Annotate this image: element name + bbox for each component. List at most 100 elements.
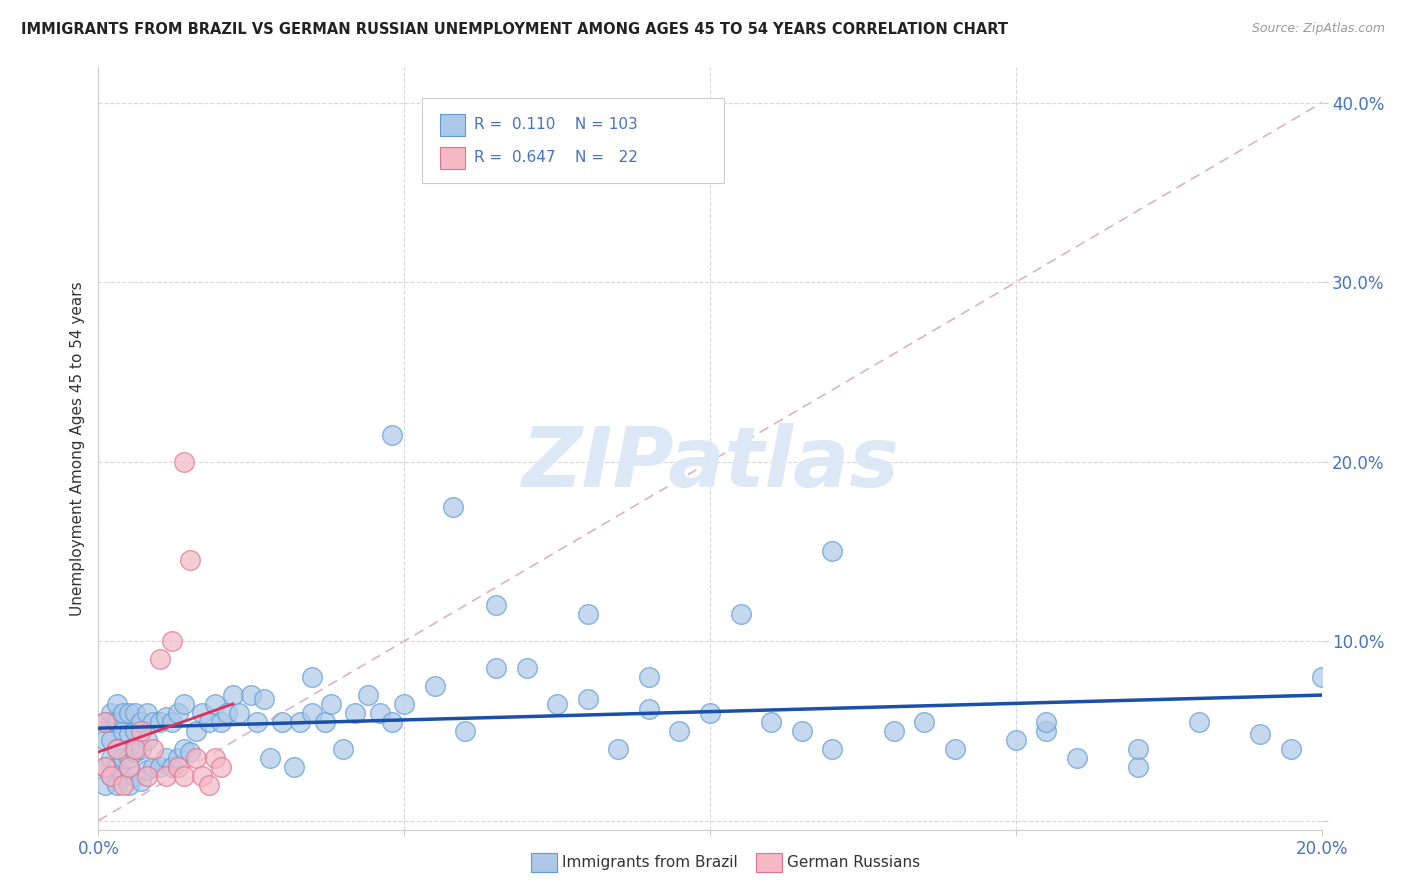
Point: [105, 697, 128, 711]
Point: [105, 741, 128, 756]
Point: [368, 706, 391, 720]
Point: [105, 741, 128, 756]
Point: [136, 706, 159, 720]
Point: [124, 745, 146, 759]
Point: [100, 751, 122, 765]
Point: [118, 706, 141, 720]
Point: [1279, 741, 1302, 756]
Point: [167, 706, 190, 720]
Point: [118, 760, 141, 774]
Point: [160, 634, 183, 648]
Point: [118, 778, 141, 792]
Point: [283, 760, 305, 774]
Text: Source: ZipAtlas.com: Source: ZipAtlas.com: [1251, 22, 1385, 36]
Point: [912, 714, 935, 729]
Point: [246, 714, 269, 729]
Point: [191, 769, 214, 783]
Point: [111, 723, 134, 738]
Point: [93, 714, 115, 729]
Point: [668, 723, 690, 738]
Point: [699, 706, 721, 720]
Point: [441, 500, 464, 514]
Point: [356, 688, 378, 702]
Point: [637, 702, 661, 716]
Point: [301, 706, 323, 720]
Point: [173, 741, 195, 756]
Point: [228, 706, 250, 720]
Point: [1066, 751, 1088, 765]
Point: [730, 607, 752, 622]
Point: [485, 661, 508, 675]
Point: [1035, 714, 1057, 729]
Point: [149, 760, 172, 774]
Point: [197, 714, 219, 729]
Point: [167, 751, 190, 765]
Y-axis label: Unemployment Among Ages 45 to 54 years: Unemployment Among Ages 45 to 54 years: [69, 281, 84, 615]
Point: [1188, 714, 1211, 729]
Point: [142, 760, 165, 774]
Point: [142, 714, 165, 729]
Point: [100, 714, 122, 729]
Point: [197, 778, 219, 792]
Point: [546, 697, 568, 711]
Point: [111, 751, 134, 765]
Point: [105, 778, 128, 792]
Point: [1249, 727, 1271, 741]
Point: [155, 769, 177, 783]
Point: [100, 769, 122, 783]
Point: [155, 709, 177, 723]
Point: [111, 706, 134, 720]
Point: [136, 769, 159, 783]
Point: [105, 760, 128, 774]
Point: [186, 751, 208, 765]
Text: R =  0.110    N = 103: R = 0.110 N = 103: [474, 118, 637, 132]
Point: [155, 751, 177, 765]
Point: [136, 764, 159, 778]
Point: [118, 727, 141, 741]
Point: [1035, 723, 1057, 738]
Point: [759, 714, 782, 729]
Point: [1004, 732, 1026, 747]
Point: [209, 760, 232, 774]
Point: [142, 741, 165, 756]
Point: [1310, 670, 1333, 684]
Point: [607, 741, 630, 756]
Point: [252, 691, 274, 706]
Point: [179, 553, 201, 567]
Point: [222, 688, 245, 702]
Point: [240, 688, 263, 702]
Point: [129, 774, 152, 789]
Point: [319, 697, 342, 711]
Point: [314, 714, 336, 729]
Point: [100, 732, 122, 747]
Point: [209, 714, 232, 729]
Point: [129, 723, 152, 738]
Point: [124, 769, 146, 783]
Point: [943, 741, 966, 756]
Point: [100, 706, 122, 720]
Point: [93, 760, 115, 774]
Point: [1128, 741, 1150, 756]
Text: R =  0.647    N =   22: R = 0.647 N = 22: [474, 151, 638, 165]
Point: [204, 751, 226, 765]
Point: [381, 427, 404, 442]
Point: [111, 769, 134, 783]
Point: [516, 661, 538, 675]
Point: [191, 706, 214, 720]
Point: [392, 697, 416, 711]
Point: [93, 714, 115, 729]
Point: [790, 723, 813, 738]
Point: [301, 670, 323, 684]
Point: [259, 751, 281, 765]
Point: [160, 760, 183, 774]
Point: [111, 778, 134, 792]
Point: [381, 714, 404, 729]
Point: [100, 769, 122, 783]
Point: [290, 714, 312, 729]
Point: [576, 607, 599, 622]
Point: [160, 714, 183, 729]
Point: [129, 741, 152, 756]
Point: [270, 714, 292, 729]
Point: [821, 544, 844, 558]
Point: [173, 769, 195, 783]
